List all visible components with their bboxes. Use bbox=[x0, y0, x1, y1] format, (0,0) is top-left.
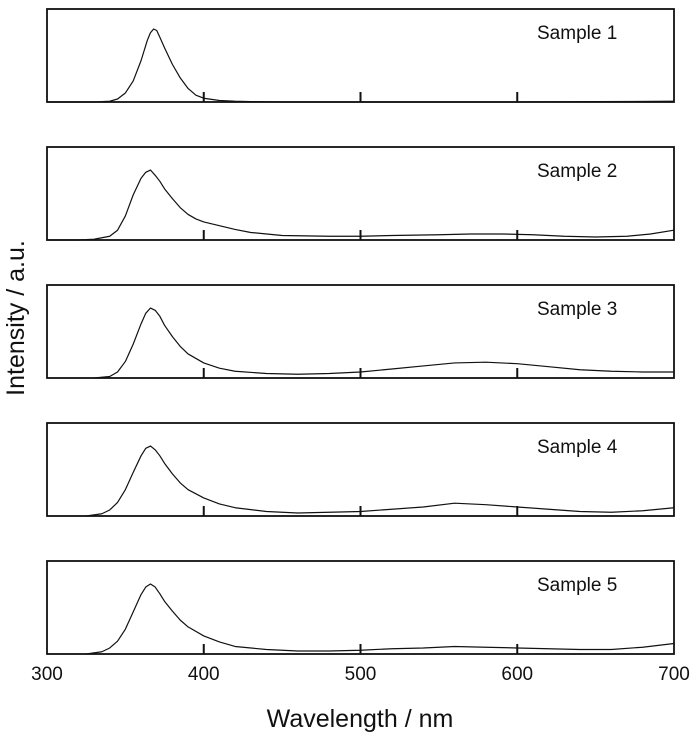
panel-4: Sample 4 bbox=[46, 422, 675, 517]
spectrum-line-sample-4 bbox=[85, 445, 675, 517]
x-tick-label: 400 bbox=[188, 664, 220, 685]
series-label: Sample 2 bbox=[537, 161, 617, 182]
panel-2: Sample 2 bbox=[46, 146, 675, 241]
panel-1: Sample 1 bbox=[46, 8, 675, 103]
x-axis-label: Wavelength / nm bbox=[267, 705, 454, 733]
series-label: Sample 1 bbox=[537, 23, 617, 44]
spectrum-line-sample-5 bbox=[85, 583, 675, 655]
panel-3: Sample 3 bbox=[46, 284, 675, 379]
spectrum-line-sample-1 bbox=[46, 28, 675, 103]
series-label: Sample 4 bbox=[537, 437, 618, 458]
y-axis-label: Intensity / a.u. bbox=[2, 240, 30, 396]
x-tick-label: 300 bbox=[31, 664, 63, 685]
series-label: Sample 5 bbox=[537, 575, 617, 596]
spectrum-line-sample-3 bbox=[93, 307, 675, 379]
series-label: Sample 3 bbox=[537, 299, 617, 320]
x-tick-label: 600 bbox=[501, 664, 533, 685]
panel-5: Sample 5 bbox=[46, 560, 675, 655]
panels-layer: Sample 1 Sample 2 Sample 3 Sample 4 Sample 5… bbox=[31, 8, 690, 685]
spectrum-line-sample-2 bbox=[46, 169, 675, 241]
x-tick-label: 500 bbox=[345, 664, 377, 685]
x-tick-label: 700 bbox=[658, 664, 690, 685]
